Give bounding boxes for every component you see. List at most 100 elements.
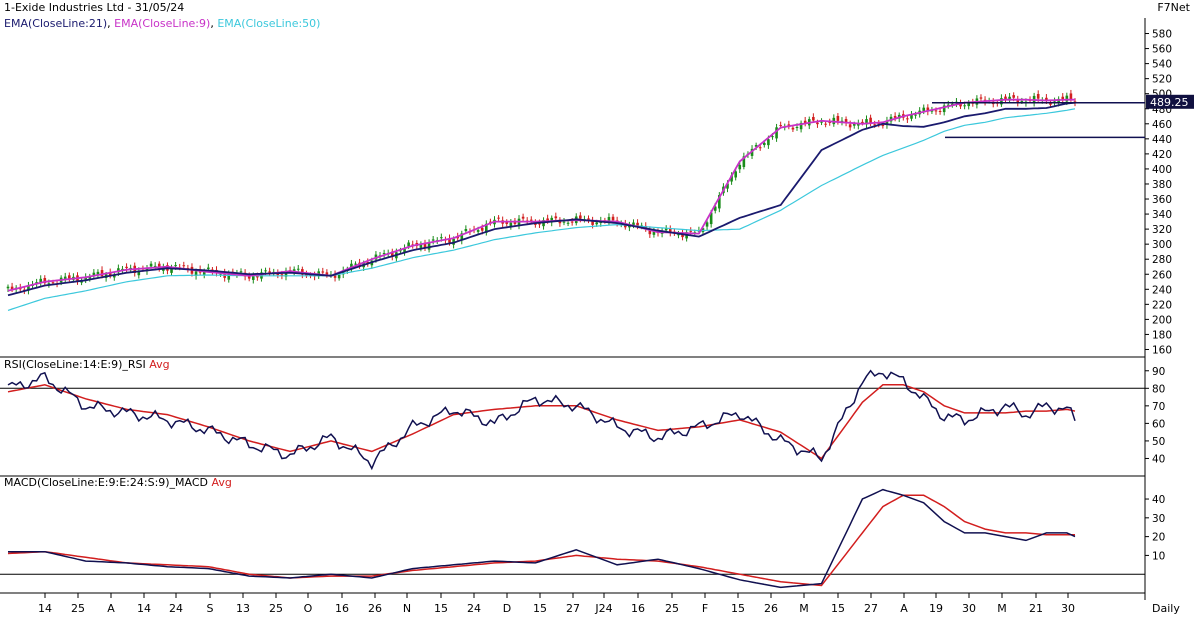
candle-body <box>566 222 570 224</box>
candle-body <box>423 242 427 248</box>
candle-body <box>1016 99 1020 103</box>
candle-body <box>979 97 983 99</box>
candle-body <box>893 115 897 118</box>
candle-body <box>730 175 733 182</box>
candle-body <box>509 222 513 227</box>
x-tick-label: 19 <box>929 602 943 615</box>
candle-body <box>88 276 92 279</box>
candle-body <box>1073 101 1077 103</box>
price-axis-tick-label: 180 <box>1152 329 1172 341</box>
candle-body <box>239 271 243 273</box>
x-axis: 14 25 A 14 24 S 13 25 O 16 26 N 15 24 D 15 27 J24 16 25 F 15 2… <box>38 593 1075 615</box>
rsi-legend: RSI(CloseLine:14:E:9)_RSI Avg <box>4 358 170 371</box>
candle-body <box>930 110 934 112</box>
price-axis-tick-label: 560 <box>1152 44 1172 56</box>
period-label: Daily <box>1152 602 1180 615</box>
candle-body <box>738 164 742 170</box>
x-tick-label: 25 <box>71 602 85 615</box>
candle-body <box>464 229 468 232</box>
candle-body <box>848 124 852 128</box>
last-price-label: 489.25 <box>1150 96 1189 109</box>
candle-body <box>668 228 672 233</box>
price-axis-tick-label: 280 <box>1152 254 1172 266</box>
candle-body <box>325 272 329 275</box>
candle-body <box>47 283 51 285</box>
candle-body <box>399 250 402 252</box>
candle-body <box>726 183 729 189</box>
candle-body <box>157 263 161 269</box>
candle-body <box>227 273 231 280</box>
price-axis-tick-label: 380 <box>1152 179 1172 191</box>
candle-body <box>43 278 47 284</box>
candle-body <box>264 270 267 272</box>
x-tick-label: J24 <box>594 602 612 615</box>
candle-body <box>934 110 938 112</box>
candle-body <box>791 127 795 130</box>
x-tick-label: N <box>403 602 411 615</box>
candle-body <box>63 276 67 279</box>
x-tick-label: 16 <box>631 602 645 615</box>
x-tick-label: O <box>304 602 313 615</box>
candle-body <box>771 136 774 138</box>
candle-body <box>35 282 38 284</box>
x-tick-label: M <box>997 602 1007 615</box>
candle-body <box>1057 98 1060 104</box>
candle-body <box>664 227 668 231</box>
candle-body <box>857 123 860 126</box>
candle-body <box>754 145 758 147</box>
candle-body <box>321 271 325 273</box>
candle-body <box>1061 96 1065 100</box>
macd-label: MACD(CloseLine:E:9:E:24:S:9)_MACD <box>4 476 209 489</box>
x-tick-label: 16 <box>335 602 349 615</box>
rsi-axis-tick-label: 70 <box>1152 401 1165 413</box>
candle-body <box>865 119 868 125</box>
rsi-axis-tick-label: 40 <box>1152 453 1165 465</box>
candle-body <box>149 263 153 267</box>
candle-body <box>333 273 337 278</box>
price-axis-tick-label: 520 <box>1152 74 1172 86</box>
candle-body <box>795 127 799 129</box>
candle-body <box>607 217 611 222</box>
candle-body <box>1065 95 1069 102</box>
candle-body <box>820 121 823 123</box>
chart-title: 1-Exide Industries Ltd - 31/05/24 <box>4 1 185 14</box>
macd-legend: MACD(CloseLine:E:9:E:24:S:9)_MACD Avg <box>4 476 232 489</box>
price-axis-tick-label: 420 <box>1152 149 1172 161</box>
ema21-line <box>7 101 1076 297</box>
candle-body <box>485 223 488 233</box>
candle-body <box>816 122 819 125</box>
candle-body <box>861 121 864 124</box>
rsi-axis-tick-label: 50 <box>1152 436 1165 448</box>
macd-avg-line <box>7 494 1075 587</box>
candle-body <box>709 212 713 225</box>
ema50-line <box>7 108 1076 311</box>
candle-body <box>705 222 709 227</box>
candle-body <box>689 230 693 232</box>
candle-body <box>554 216 558 219</box>
candle-body <box>869 117 872 124</box>
candle-body <box>763 142 766 146</box>
candle-body <box>967 103 971 107</box>
macd-axis-tick-label: 40 <box>1152 494 1165 506</box>
candle-body <box>852 124 856 126</box>
candle-body <box>125 266 128 269</box>
candle-body <box>480 227 484 231</box>
candle-body <box>1045 97 1048 101</box>
macd-axis-tick-label: 10 <box>1152 550 1165 562</box>
candle-body <box>27 285 30 291</box>
price-axis-tick-label: 460 <box>1152 119 1172 131</box>
candle-body <box>812 116 815 121</box>
price-axis-tick-label: 220 <box>1152 299 1172 311</box>
ema21-legend: EMA(CloseLine:21) <box>4 17 108 30</box>
x-tick-label: 15 <box>533 602 547 615</box>
candle-body <box>153 265 157 267</box>
price-axis-tick-label: 300 <box>1152 239 1172 251</box>
candle-body <box>579 215 582 219</box>
candle-body <box>570 221 574 223</box>
candle-body <box>10 286 14 290</box>
candle-body <box>354 263 357 265</box>
candle-body <box>595 222 598 225</box>
candle-body <box>296 268 300 270</box>
x-tick-label: 15 <box>831 602 845 615</box>
